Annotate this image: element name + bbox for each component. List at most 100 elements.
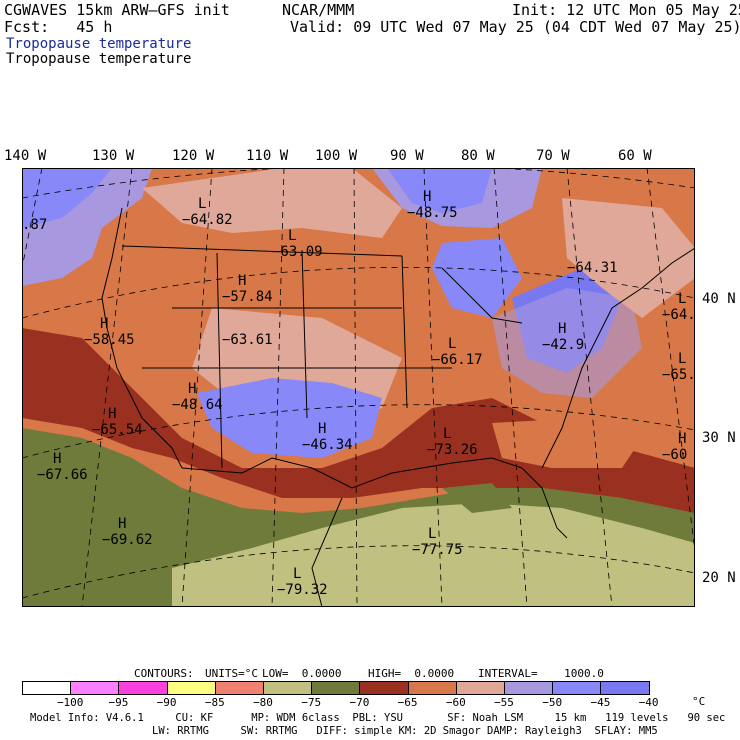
colorbar-swatch: [166, 681, 216, 695]
field-fill: [142, 168, 402, 238]
colorbar-swatch: [263, 681, 313, 695]
model-info-line1: Model Info: V4.6.1 CU: KF MP: WDM 6class…: [30, 712, 726, 724]
map-extremum-symbol: L: [678, 351, 686, 367]
map-extremum-symbol: H: [53, 451, 61, 467]
field-title-secondary: Tropopause temperature: [6, 51, 192, 67]
colorbar-swatch: [407, 681, 457, 695]
map-panel: L−64.82L−63.09H−48.75−64.31L−64.H−57.84H…: [22, 168, 695, 607]
colorbar-unit: °C: [692, 695, 706, 708]
field-fill: [22, 168, 112, 228]
lon-label: 140 W: [4, 148, 47, 164]
map-extremum-value: −58.45: [84, 332, 135, 348]
field-title-primary: Tropopause temperature: [6, 36, 192, 52]
map-extremum-value: −46.34: [302, 437, 353, 453]
colorbar-tick-label: −45: [590, 696, 611, 709]
colorbar-swatch: [70, 681, 120, 695]
map-extremum-symbol: H: [100, 316, 108, 332]
field-fill: [22, 328, 695, 528]
colorbar-swatch: [455, 681, 505, 695]
lat-label: 40 N: [702, 291, 736, 307]
colorbar-tick-label: −55: [494, 696, 514, 709]
colorbar-swatch: [214, 681, 264, 695]
map-label-layer: L−64.82L−63.09H−48.75−64.31L−64.H−57.84H…: [22, 189, 695, 598]
colorbar-swatch: [311, 681, 361, 695]
map-extremum-value: −64.82: [182, 212, 233, 228]
map-extremum-value: −63.09: [272, 244, 323, 260]
colorbar-tick-label: −50: [542, 696, 563, 709]
interval-label: INTERVAL= 1000.0: [478, 667, 604, 680]
map-extremum-symbol: H: [238, 273, 246, 289]
map-extremum-value: −60: [662, 447, 687, 463]
map-extremum-value: −48.64: [172, 397, 223, 413]
lon-label: 90 W: [390, 148, 424, 164]
lon-label: 80 W: [461, 148, 495, 164]
map-extremum-value: −79.32: [277, 582, 328, 598]
map-extremum-symbol: H: [188, 381, 196, 397]
colorbar-tick-label: −100: [56, 696, 84, 709]
map-extremum-symbol: H: [108, 406, 116, 422]
map-extremum-value: −77.75: [412, 542, 463, 558]
colorbar-swatch: [600, 681, 650, 695]
map-extremum-value: .87: [22, 217, 47, 233]
org-label: NCAR/MMM: [282, 1, 355, 19]
map-extremum-symbol: L: [448, 336, 456, 352]
lon-label: 110 W: [246, 148, 289, 164]
lon-label: 60 W: [618, 148, 652, 164]
units-label: UNITS=°C: [205, 667, 258, 680]
colorbar-swatch: [22, 681, 72, 695]
map-extremum-symbol: L: [443, 426, 451, 442]
lon-label: 120 W: [172, 148, 215, 164]
map-extremum-value: −67.66: [37, 467, 88, 483]
field-fill: [197, 378, 382, 458]
colorbar-swatch: [504, 681, 554, 695]
colorbar-tick-label: −65: [397, 696, 418, 709]
map-extremum-symbol: L: [678, 291, 686, 307]
colorbar-tick-label: −95: [108, 696, 129, 709]
map-extremum-value: −73.26: [427, 442, 478, 458]
map-extremum-symbol: L: [198, 196, 206, 212]
map-extremum-value: −64.31: [567, 260, 618, 276]
colorbar-tick-label: −75: [301, 696, 322, 709]
colorbar-tick-label: −60: [445, 696, 466, 709]
colorbar-tick-label: −70: [349, 696, 370, 709]
map-extremum-symbol: L: [428, 526, 436, 542]
map-extremum-value: −57.84: [222, 289, 273, 305]
valid-time: Valid: 09 UTC Wed 07 May 25 (04 CDT Wed …: [290, 18, 740, 36]
colorbar-tick-label: −80: [253, 696, 273, 709]
lat-label: 20 N: [702, 570, 736, 586]
lon-label: 130 W: [92, 148, 135, 164]
map-extremum-value: −42.9: [542, 337, 584, 353]
field-fill: [442, 483, 512, 513]
map-frame: [22, 168, 695, 607]
contours-label: CONTOURS:: [134, 667, 194, 680]
field-fill: [492, 418, 642, 468]
field-fill: [172, 503, 695, 607]
map-extremum-symbol: H: [423, 189, 431, 205]
colorbar-tick-label: −40: [638, 696, 659, 709]
map-extremum-symbol: L: [288, 228, 296, 244]
map-extremum-value: −48.75: [407, 205, 458, 221]
colorbar-swatch: [552, 681, 602, 695]
field-fill: [492, 288, 642, 398]
map-extremum-value: −69.62: [102, 532, 153, 548]
map-extremum-symbol: L: [293, 566, 301, 582]
colorbar-tick-label: −85: [204, 696, 225, 709]
map-extremum-symbol: H: [678, 431, 686, 447]
graticule: [22, 168, 695, 607]
map-extremum-value: −66.17: [432, 352, 483, 368]
map-extremum-symbol: H: [118, 516, 126, 532]
colorbar-tick-label: −90: [156, 696, 177, 709]
map-extremum-symbol: H: [318, 421, 326, 437]
model-title: CGWAVES 15km ARW–GFS init: [4, 1, 230, 19]
map-extremum-value: −64.: [662, 307, 695, 323]
model-info-line2: LW: RRTMG SW: RRTMG DIFF: simple KM: 2D …: [152, 725, 658, 737]
map-extremum-symbol: H: [558, 321, 566, 337]
borders: [101, 207, 695, 607]
lon-label: 70 W: [536, 148, 570, 164]
forecast-hour: Fcst: 45 h: [4, 18, 113, 36]
lon-label: 100 W: [315, 148, 358, 164]
map-extremum-value: −65.: [662, 367, 695, 383]
init-time: Init: 12 UTC Mon 05 May 25: [512, 1, 740, 19]
map-extremum-value: −63.61: [222, 332, 273, 348]
map-extremum-value: −65.54: [92, 422, 143, 438]
